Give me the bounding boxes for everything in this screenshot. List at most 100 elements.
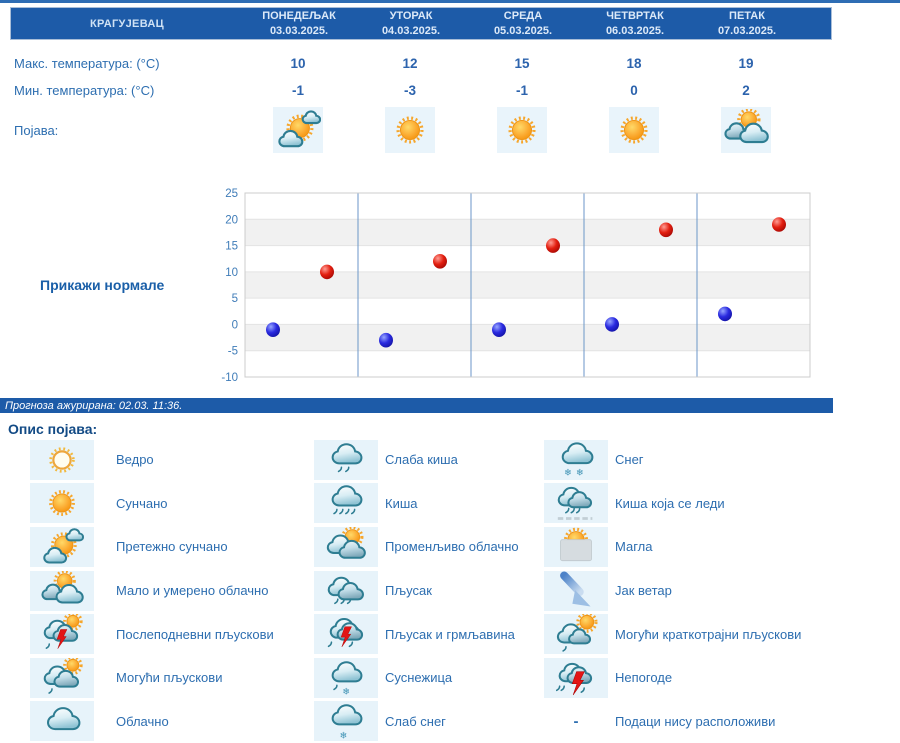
partly-cloudy-icon <box>41 570 84 604</box>
sunny-icon-box <box>30 483 94 524</box>
day-icon-cell <box>242 107 354 153</box>
legend-item-label: Снег <box>615 452 644 468</box>
min-temp-value: -1 <box>515 82 528 98</box>
max-temp-label: Макс. температура: (°C) <box>14 55 160 71</box>
freezing-rain-icon <box>557 487 593 521</box>
svg-text:❄: ❄ <box>342 687 350 697</box>
freezing-rain-icon-box <box>544 483 608 524</box>
day-name: УТОРАК <box>389 10 433 23</box>
sunny-icon <box>396 116 424 144</box>
legend-item-label: Претежно сунчано <box>116 539 228 555</box>
rain-icon-box <box>314 483 378 524</box>
light-rain-icon-box <box>314 439 378 480</box>
cloudy-icon-box <box>30 701 94 742</box>
afternoon-showers-icon-box <box>30 614 94 655</box>
light-rain-icon <box>331 443 363 473</box>
day-header: ПЕТАК 07.03.2025. <box>691 9 803 38</box>
legend-item-label: Слаб снег <box>385 713 446 729</box>
legend-item: Слаба киша <box>314 438 519 482</box>
forecast-updated-text: Прогноза ажурирана: 02.03. 11:36. <box>5 399 183 412</box>
min-temp-value: 2 <box>742 82 750 98</box>
max-temp-point <box>546 238 560 253</box>
legend-item-label: Сунчано <box>116 495 168 511</box>
max-temp-point <box>659 222 673 238</box>
day-header: УТОРАК 04.03.2025. <box>355 9 467 38</box>
strong-wind-icon-box <box>544 570 608 611</box>
fog-icon-box <box>544 526 608 567</box>
legend-item: Пљусак <box>314 569 519 613</box>
min-temp-row: Мин. температура: (°C) -1 -3 -1 0 2 <box>10 78 832 102</box>
shower-thunder-icon-box <box>314 614 378 655</box>
legend-item-label: Послеподневни пљускови <box>116 626 274 642</box>
day-name: СРЕДА <box>503 10 543 23</box>
legend-item: Мало и умерено облачно <box>30 569 274 613</box>
max-temp-value: 15 <box>514 55 530 71</box>
y-tick-label: 20 <box>225 214 238 226</box>
legend-item-label: Могући пљускови <box>116 670 223 686</box>
max-temp-point <box>772 217 786 232</box>
legend-item-label: Променљиво облачно <box>385 539 519 555</box>
temperature-chart: -10 -5 0 5 10 15 20 25 <box>210 185 820 385</box>
legend-item-label: Киша <box>385 495 418 511</box>
day-icon-cell <box>690 107 802 153</box>
day-icon-cell <box>354 107 466 153</box>
legend-item-label: Ведро <box>116 452 154 468</box>
possible-brief-showers-icon <box>556 614 598 652</box>
mostly-sunny-icon <box>43 528 85 564</box>
min-temp-point <box>605 317 619 332</box>
legend-item: Облачно <box>30 700 274 743</box>
day-date: 07.03.2025. <box>717 24 777 37</box>
legend-item-label: Пљусак <box>385 583 432 599</box>
variable-cloudy-icon <box>326 526 366 559</box>
storms-icon-box <box>544 657 608 698</box>
day-icon-cell <box>578 107 690 153</box>
min-temp-point <box>718 306 732 322</box>
legend-item: Претежно сунчано <box>30 525 274 569</box>
legend-item: ❄ Суснежица <box>314 656 519 700</box>
sunny-icon <box>49 490 75 517</box>
day-name: ПЕТАК <box>729 10 765 23</box>
legend-item: Пљусак и грмљавина <box>314 612 519 656</box>
light-snow-icon: ❄ <box>331 704 363 741</box>
min-temp-value: -3 <box>403 82 416 98</box>
min-temp-label: Мин. температура: (°C) <box>14 82 155 98</box>
day-date: 05.03.2025. <box>493 24 553 37</box>
clear-icon <box>49 447 75 473</box>
day-name: ПОНЕДЕЉАК <box>262 10 336 23</box>
legend-item: Магла <box>544 525 801 569</box>
snow-icon-box: ❄ ❄ <box>544 439 608 480</box>
fog-icon <box>560 527 592 562</box>
sunny-icon <box>508 116 536 144</box>
svg-text:❄: ❄ <box>564 468 572 478</box>
day-date: 06.03.2025. <box>605 24 665 37</box>
possible-showers-icon <box>43 657 83 694</box>
legend-item: Киша која се леди <box>544 482 801 526</box>
max-temp-point <box>320 264 334 280</box>
mostly-sunny-icon-box <box>30 526 94 567</box>
possible-showers-icon-box <box>30 657 94 698</box>
max-temp-value: 12 <box>402 55 418 71</box>
legend-item-label: Облачно <box>116 713 169 729</box>
legend-item: Непогоде <box>544 656 801 700</box>
legend-item: ❄ ❄ Снег <box>544 438 801 482</box>
min-temp-point <box>379 332 393 348</box>
sleet-icon-box: ❄ <box>314 657 378 698</box>
legend-item: - Подаци нису расположиви <box>544 700 801 743</box>
legend-item-label: Суснежица <box>385 670 453 686</box>
min-temp-value: -1 <box>291 82 304 98</box>
forecast-updated-bar: Прогноза ажурирана: 02.03. 11:36. <box>0 398 833 413</box>
legend-item-label: Непогоде <box>615 670 673 686</box>
y-tick-label: 5 <box>232 293 238 305</box>
sunny-icon <box>620 116 648 144</box>
show-normals-link[interactable]: Прикажи нормале <box>40 277 165 293</box>
no-data-dash: - <box>573 712 579 730</box>
weather-icon-box <box>609 107 659 153</box>
legend-item: Могући пљускови <box>30 656 274 700</box>
clear-icon-box <box>30 439 94 480</box>
max-temp-row: Макс. температура: (°C) 10 12 15 18 19 <box>10 51 832 75</box>
possible-brief-showers-icon-box <box>544 614 608 655</box>
legend-item: Послеподневни пљускови <box>30 612 274 656</box>
legend-item-label: Пљусак и грмљавина <box>385 626 515 642</box>
weather-icon-box <box>721 107 771 153</box>
y-tick-label: -10 <box>221 372 238 384</box>
